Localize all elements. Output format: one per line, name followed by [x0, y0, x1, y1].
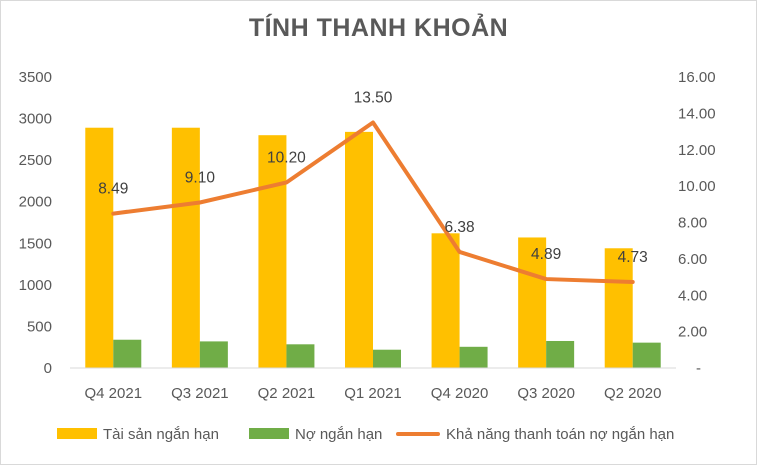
bar-no-ngan-han [373, 349, 401, 368]
bar-no-ngan-han [546, 340, 575, 368]
y-left-tick-label: 1000 [19, 277, 52, 294]
x-tick-label: Q2 2020 [604, 385, 662, 402]
line-data-label: 4.73 [618, 249, 648, 266]
x-tick-label: Q4 2021 [85, 385, 143, 402]
line-kha-nang-thanh-toan [111, 120, 635, 284]
bar-tai-san-ngan-han [604, 248, 633, 368]
y-right-tick-label: 16.00 [678, 69, 716, 86]
bar-tai-san-ngan-han [171, 127, 200, 369]
bar-no-ngan-han [113, 339, 142, 368]
x-tick-label: Q2 2021 [258, 385, 316, 402]
bar-no-ngan-han [459, 346, 488, 368]
bar-tai-san-ngan-han [85, 127, 114, 369]
y-right-tick-label: 14.00 [678, 105, 716, 122]
bar-tai-san-ngan-han [345, 131, 373, 368]
legend-no-ngan-han-swatch [249, 428, 289, 439]
y-right-tick-label: 12.00 [678, 142, 716, 159]
y-right-tick-label: 8.00 [678, 215, 707, 232]
line-data-label: 8.49 [98, 181, 128, 198]
bar-tai-san-ngan-han [431, 233, 460, 368]
bar-no-ngan-han [199, 341, 228, 368]
y-left-tick-label: 0 [44, 360, 52, 377]
bar-no-ngan-han [286, 344, 315, 368]
y-left-tick-label: 500 [27, 318, 52, 335]
y-left-tick-label: 3000 [19, 111, 52, 128]
y-left-tick-label: 1500 [19, 235, 52, 252]
chart-title: TÍNH THANH KHOẢN [248, 14, 509, 42]
y-left-tick-label: 3500 [19, 69, 52, 86]
y-left-tick-label: 2000 [19, 194, 52, 211]
legend-tai-san-ngan-han-swatch [57, 428, 97, 439]
y-right-tick-label: 2.00 [678, 324, 707, 341]
line-data-label: 10.20 [267, 149, 306, 166]
line-data-label: 9.10 [185, 169, 216, 186]
legend-kha-nang-thanh-toan-label: Khả năng thanh toán nợ ngắn hạn [446, 426, 674, 443]
line-data-label: 6.38 [444, 219, 474, 236]
x-tick-label: Q3 2021 [171, 385, 229, 402]
y-right-tick-label: - [696, 360, 701, 377]
legend-no-ngan-han-label: Nợ ngắn hạn [295, 426, 382, 443]
x-tick-label: Q3 2020 [517, 385, 575, 402]
x-tick-label: Q4 2020 [431, 385, 489, 402]
bar-tai-san-ngan-han [258, 135, 287, 368]
y-right-tick-label: 4.00 [678, 287, 707, 304]
legend-tai-san-ngan-han-label: Tài sản ngắn hạn [103, 426, 219, 443]
y-right-tick-label: 6.00 [678, 251, 707, 268]
line-data-label: 13.50 [354, 89, 393, 106]
x-tick-label: Q1 2021 [344, 385, 402, 402]
bar-tai-san-ngan-han [518, 237, 547, 368]
y-right-tick-label: 10.00 [678, 178, 716, 195]
line-data-label: 4.89 [531, 246, 561, 263]
y-left-tick-label: 2500 [19, 152, 52, 169]
bar-no-ngan-han [632, 342, 661, 368]
